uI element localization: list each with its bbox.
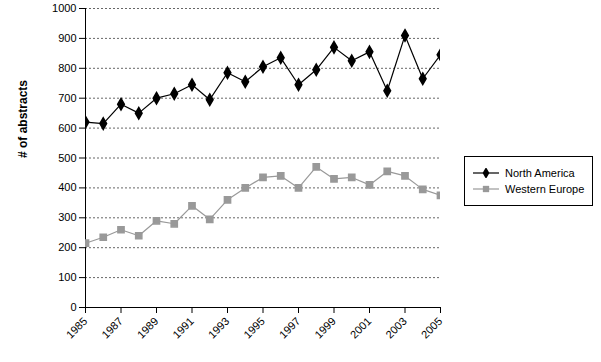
svg-text:800: 800 bbox=[58, 62, 76, 74]
svg-text:900: 900 bbox=[58, 32, 76, 44]
svg-text:100: 100 bbox=[58, 271, 76, 283]
svg-text:1989: 1989 bbox=[135, 315, 161, 341]
svg-text:1985: 1985 bbox=[64, 315, 90, 341]
svg-text:0: 0 bbox=[70, 301, 76, 313]
svg-text:700: 700 bbox=[58, 92, 76, 104]
svg-text:1999: 1999 bbox=[312, 315, 338, 341]
svg-text:2005: 2005 bbox=[419, 315, 445, 341]
svg-text:500: 500 bbox=[58, 152, 76, 164]
svg-text:2003: 2003 bbox=[383, 315, 409, 341]
svg-text:2001: 2001 bbox=[348, 315, 374, 341]
svg-text:1991: 1991 bbox=[170, 315, 196, 341]
html-text:Western Europe: Western Europe bbox=[505, 183, 585, 195]
svg-text:1995: 1995 bbox=[241, 315, 267, 341]
svg-text:1987: 1987 bbox=[99, 315, 125, 341]
svg-text:600: 600 bbox=[58, 122, 76, 134]
svg-text:1000: 1000 bbox=[52, 2, 76, 14]
svg-text:400: 400 bbox=[58, 181, 76, 193]
svg-text:# of abstracts: # of abstracts bbox=[16, 80, 30, 158]
svg-text:200: 200 bbox=[58, 241, 76, 253]
svg-text:1993: 1993 bbox=[206, 315, 232, 341]
html-text:North America: North America bbox=[505, 167, 575, 179]
svg-text:300: 300 bbox=[58, 211, 76, 223]
svg-text:1997: 1997 bbox=[277, 315, 303, 341]
